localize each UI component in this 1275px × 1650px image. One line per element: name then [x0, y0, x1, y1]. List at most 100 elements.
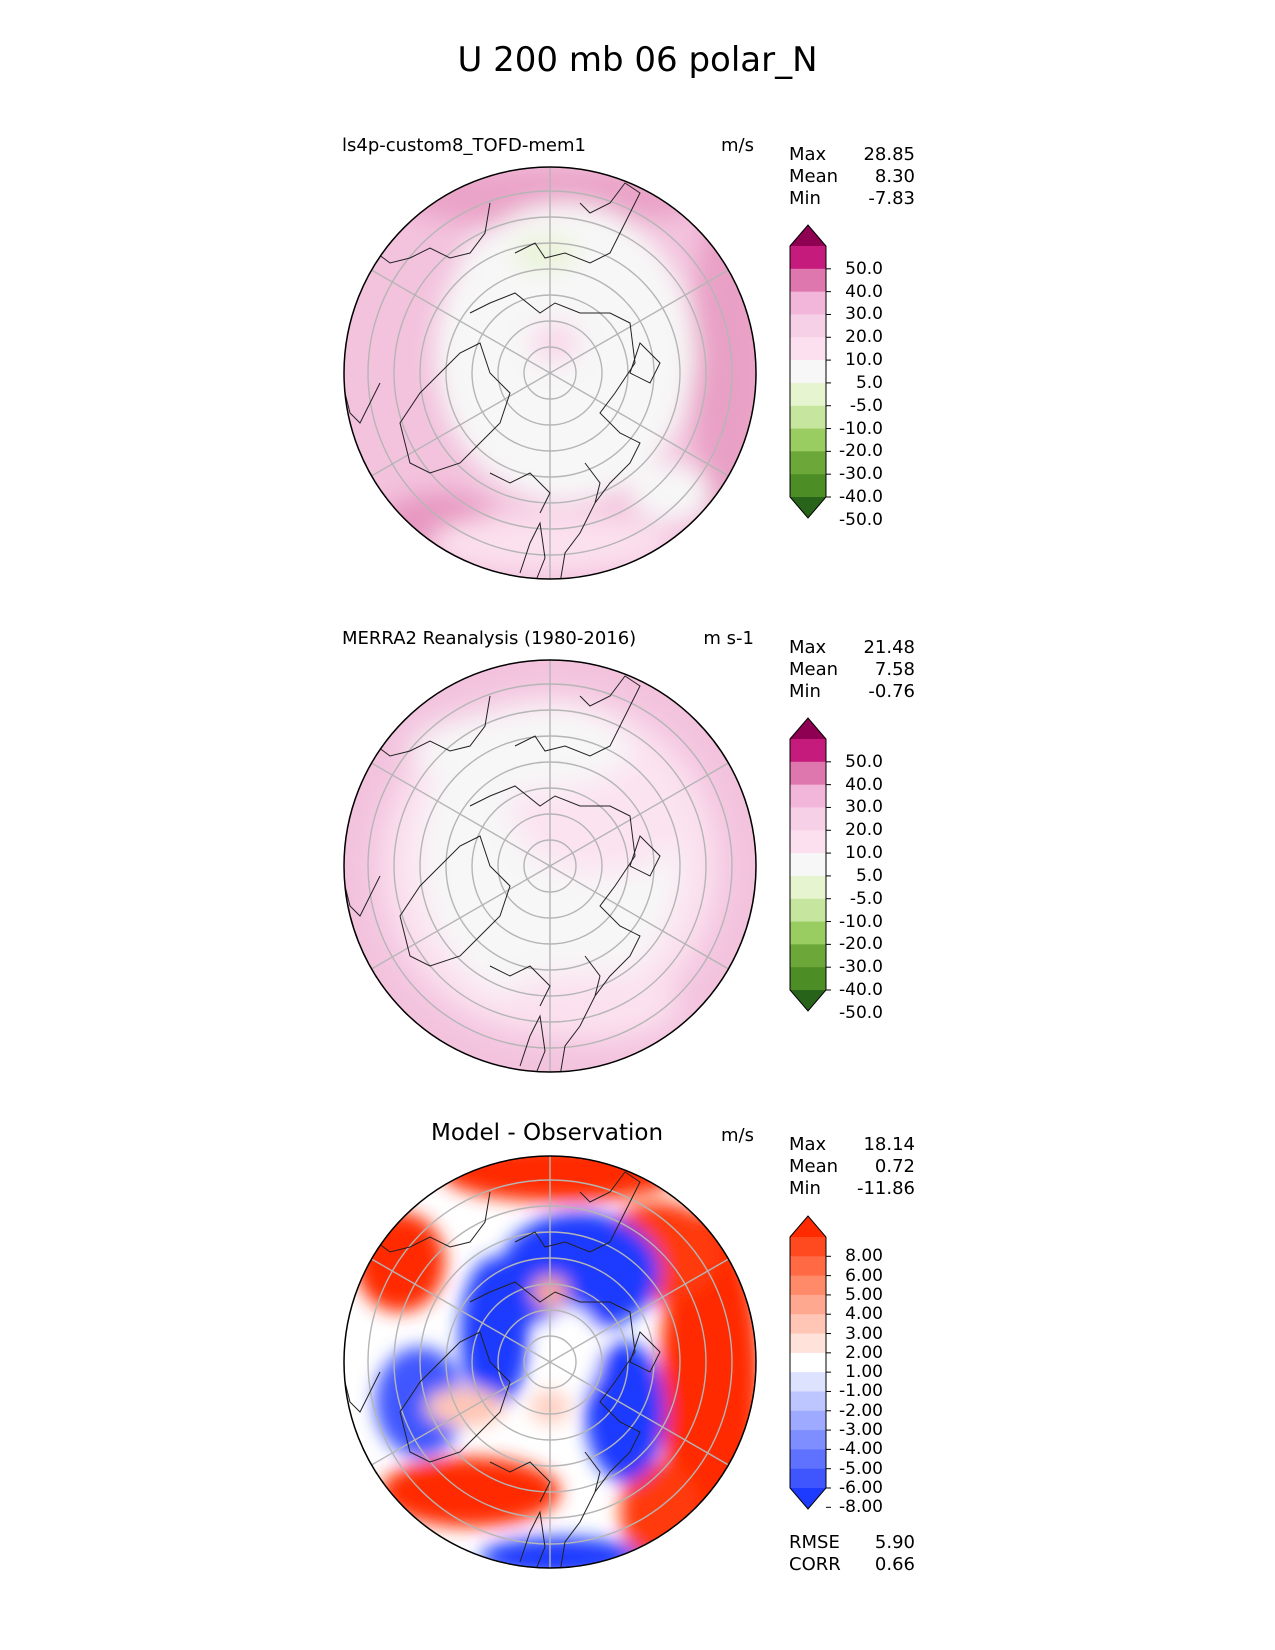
colorbar-tick-label: 5.00 [845, 1284, 883, 1305]
colorbar-extend-min [790, 1488, 826, 1509]
colorbar-tick-label: 20.0 [845, 820, 883, 841]
stat-value: 21.48 [863, 637, 915, 658]
panel-3-label: Model - Observation [431, 1120, 664, 1146]
colorbar-tick-label: -10.0 [839, 418, 883, 439]
colorbar-tick-label: 4.00 [845, 1304, 883, 1325]
colorbar-extend-max [790, 225, 826, 246]
colorbar-segment [790, 291, 826, 315]
colorbar-tick-label: -2.00 [839, 1400, 883, 1421]
colorbar-tick-label: 10.0 [845, 350, 883, 371]
graticule [367, 167, 733, 579]
panel-1-polar-map [343, 166, 757, 580]
map-boundary [343, 659, 757, 1073]
graticule [367, 660, 733, 1072]
colorbar-segment [790, 268, 826, 293]
colorbar-tick-label: -30.0 [839, 957, 883, 978]
colorbar-tick-label: 30.0 [845, 304, 883, 325]
colorbar-tick-label: 5.0 [855, 865, 883, 886]
colorbar-segment [790, 875, 826, 900]
panel-1-stats: Max 28.85 Mean 8.30 Min -7.83 [789, 144, 915, 210]
colorbar-segment [790, 807, 826, 831]
colorbar-segment [790, 1449, 826, 1470]
colorbar-tick-label: 30.0 [845, 797, 883, 818]
graticule [367, 1156, 733, 1568]
colorbar-tick-label: -20.0 [839, 441, 883, 462]
coastlines [344, 182, 661, 579]
colorbar-segment [790, 382, 826, 407]
colorbar-tick-label: 2.00 [845, 1342, 883, 1363]
stat-name: Max [789, 144, 827, 165]
colorbar-tick-label: -3.00 [839, 1420, 883, 1441]
stat-value: 18.14 [863, 1134, 915, 1155]
panel-1-label: ls4p-custom8_TOFD-mem1 [342, 135, 586, 156]
stat-value: -7.83 [868, 188, 915, 209]
colorbar-extend-min [790, 990, 826, 1011]
panel-3-colorbar [789, 1215, 831, 1510]
colorbar-segment [790, 784, 826, 808]
colorbar-tick-label: 20.0 [845, 327, 883, 348]
colorbar-tick-label: 40.0 [845, 774, 883, 795]
colorbar-extend-max [790, 1216, 826, 1237]
colorbar-segment [790, 944, 826, 968]
stat-value: 0.72 [874, 1156, 915, 1177]
colorbar-extend-max [790, 718, 826, 739]
colorbar-segment [790, 1410, 826, 1431]
colorbar-segment [790, 1352, 826, 1373]
panel-1-colorbar [789, 224, 831, 519]
colorbar-segment [790, 360, 826, 384]
stat-value: 28.85 [863, 144, 915, 165]
map-boundary [343, 166, 757, 580]
stat-name: Mean [789, 659, 839, 680]
panel-2-units: m s-1 [703, 628, 754, 649]
colorbar-segment [790, 1333, 826, 1354]
stat-value: 7.58 [874, 659, 915, 680]
coastlines [344, 1171, 661, 1568]
panel-3-units: m/s [721, 1125, 754, 1146]
stat-name: Mean [789, 166, 839, 187]
colorbar-segment [790, 1275, 826, 1296]
colorbar-segment [790, 898, 826, 923]
colorbar-tick-label: -40.0 [839, 487, 883, 507]
stat-value: -11.86 [856, 1178, 915, 1199]
colorbar-tick-label: -5.0 [849, 888, 883, 909]
colorbar-tick-label: -5.00 [839, 1458, 883, 1479]
colorbar-tick-label: 6.00 [845, 1265, 883, 1286]
colorbar-segment [790, 1256, 826, 1277]
colorbar-segment [790, 1314, 826, 1335]
colorbar-segment [790, 1391, 826, 1412]
stat-name: Mean [789, 1156, 839, 1177]
stat-name: Max [789, 1134, 827, 1155]
stat-name: Min [789, 681, 821, 702]
colorbar-tick-label: -50.0 [839, 509, 883, 530]
map-boundary [343, 1155, 757, 1569]
colorbar-segment [790, 474, 826, 498]
colorbar-segment [790, 337, 826, 361]
panel-1-units: m/s [721, 135, 754, 156]
panel-3-polar-map [343, 1155, 757, 1569]
colorbar-tick-label: 10.0 [845, 843, 883, 864]
colorbar-segment [790, 314, 826, 338]
colorbar-tick-label: 1.00 [845, 1362, 883, 1383]
panel-3-stats: Max 18.14 Mean 0.72 Min -11.86 [789, 1134, 915, 1200]
stat-value: 0.66 [874, 1554, 915, 1575]
stat-name: Max [789, 637, 827, 658]
colorbar-tick-label: -1.00 [839, 1381, 883, 1402]
colorbar-segment [790, 853, 826, 877]
colorbar-segment [790, 405, 826, 430]
stat-name: Min [789, 188, 821, 209]
colorbar-tick-label: -5.0 [849, 395, 883, 416]
stat-value: 8.30 [874, 166, 915, 187]
colorbar-tick-label: -50.0 [839, 1002, 883, 1023]
colorbar-tick-label: -10.0 [839, 911, 883, 932]
colorbar-segment [790, 830, 826, 854]
colorbar-tick-label: -30.0 [839, 464, 883, 485]
colorbar-tick-label: -20.0 [839, 934, 883, 955]
stat-value: 5.90 [874, 1532, 915, 1553]
colorbar-segment [790, 1468, 826, 1489]
colorbar-segment [790, 1237, 826, 1257]
colorbar-segment [790, 1430, 826, 1450]
colorbar-segment [790, 428, 826, 452]
colorbar-tick-label: 50.0 [845, 258, 883, 279]
coastlines [344, 675, 661, 1072]
colorbar-segment [790, 246, 826, 270]
